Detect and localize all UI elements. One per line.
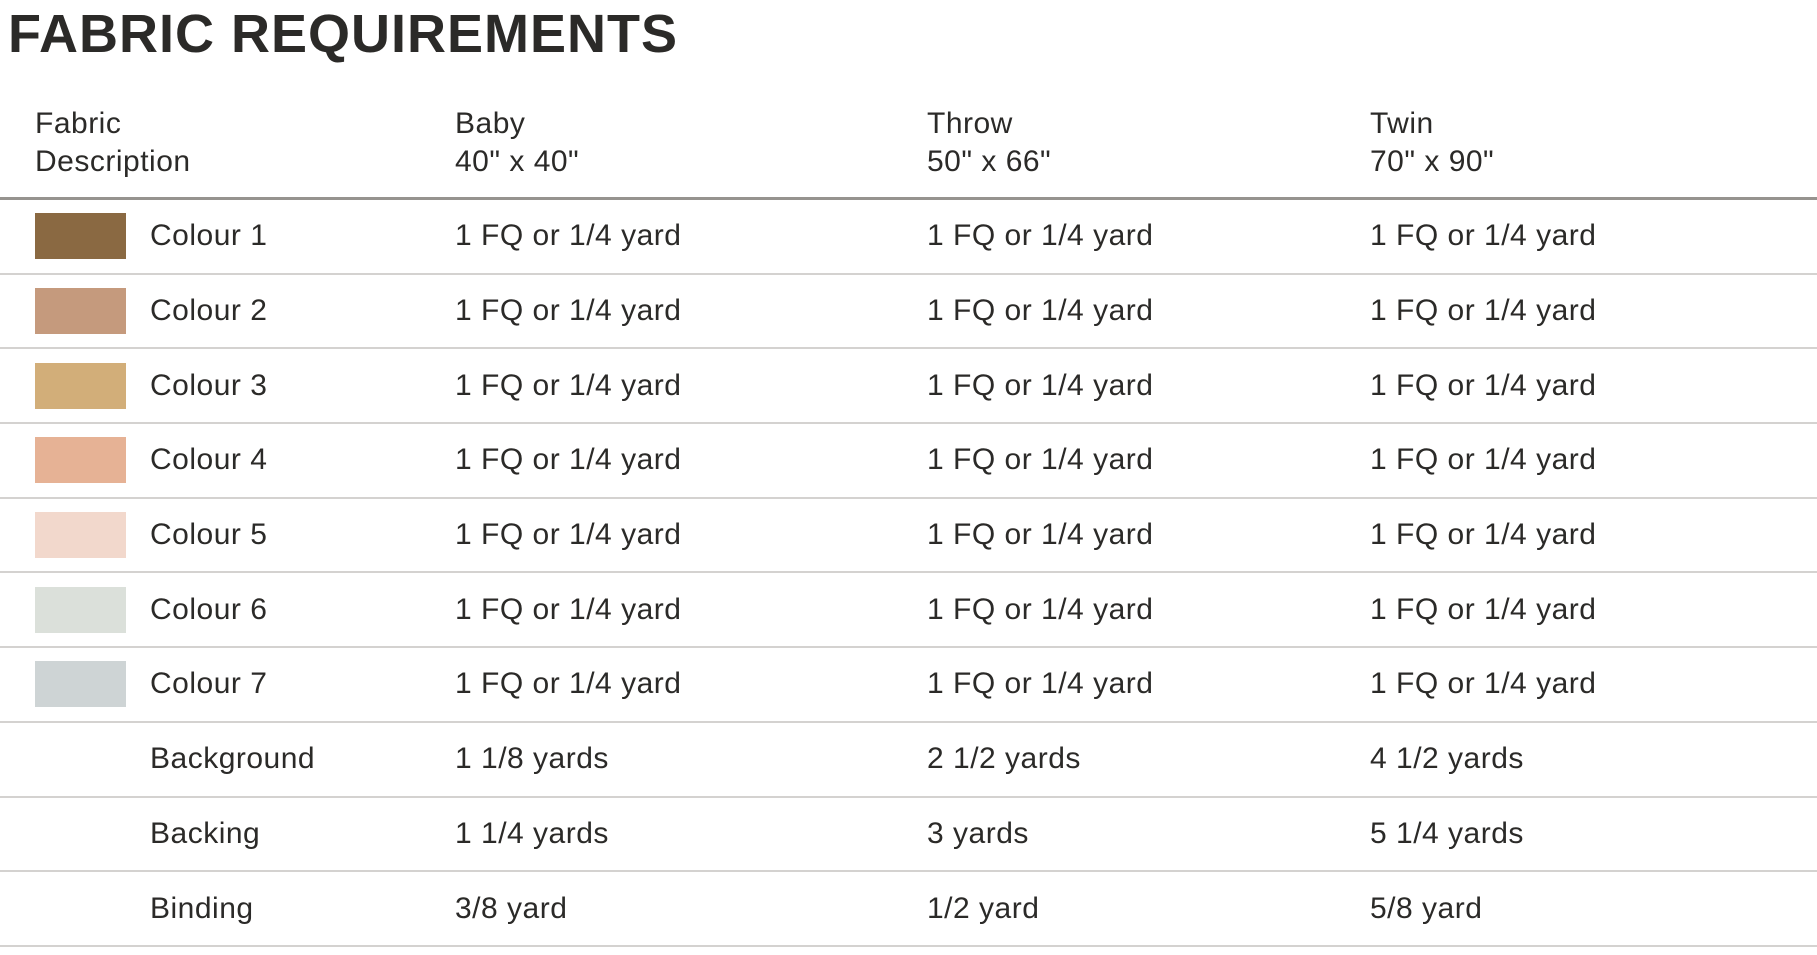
fabric-swatch (35, 213, 126, 260)
baby-requirement: 1 FQ or 1/4 yard (455, 592, 682, 626)
throw-requirement: 1 FQ or 1/4 yard (927, 518, 1154, 552)
throw-requirement: 1 FQ or 1/4 yard (927, 667, 1154, 701)
fabric-description-cell: Colour 2 (0, 288, 420, 335)
table-header-row: Fabric Description Baby 40" x 40" Throw … (0, 64, 1817, 200)
twin-requirement: 1 FQ or 1/4 yard (1370, 667, 1597, 701)
header-line: Twin (1370, 107, 1434, 140)
page-title: FABRIC REQUIREMENTS (8, 4, 679, 64)
fabric-label: Colour 5 (150, 518, 268, 552)
table-row: Colour 1 1 FQ or 1/4 yard 1 FQ or 1/4 ya… (0, 200, 1817, 275)
baby-requirement: 3/8 yard (455, 891, 568, 925)
twin-requirement: 1 FQ or 1/4 yard (1370, 219, 1597, 253)
table-row: Colour 7 1 FQ or 1/4 yard 1 FQ or 1/4 ya… (0, 648, 1817, 723)
baby-requirement: 1 FQ or 1/4 yard (455, 294, 682, 328)
throw-requirement: 1 FQ or 1/4 yard (927, 368, 1154, 402)
header-line: Baby (455, 107, 526, 140)
fabric-label: Colour 4 (150, 443, 268, 477)
baby-requirement: 1 FQ or 1/4 yard (455, 219, 682, 253)
fabric-description-cell: Colour 1 (0, 213, 420, 260)
fabric-description-cell: Colour 4 (0, 437, 420, 484)
header-cell-twin: Twin 70" x 90" (1335, 105, 1817, 181)
table-row: Colour 4 1 FQ or 1/4 yard 1 FQ or 1/4 ya… (0, 424, 1817, 499)
fabric-label: Colour 6 (150, 592, 268, 626)
table-body: Colour 1 1 FQ or 1/4 yard 1 FQ or 1/4 ya… (0, 200, 1817, 947)
table-row: Backing 1 1/4 yards 3 yards 5 1/4 yards (0, 798, 1817, 873)
fabric-description-cell: Background (0, 736, 420, 782)
fabric-swatch (35, 512, 126, 559)
baby-requirement: 1 FQ or 1/4 yard (455, 443, 682, 477)
fabric-description-cell: Colour 5 (0, 512, 420, 559)
twin-requirement: 1 FQ or 1/4 yard (1370, 368, 1597, 402)
header-line: 40" x 40" (455, 145, 580, 178)
header-line: Fabric (35, 107, 122, 140)
fabric-swatch (35, 586, 126, 633)
fabric-label: Backing (150, 816, 261, 850)
header-line: Description (35, 145, 191, 178)
baby-requirement: 1 FQ or 1/4 yard (455, 667, 682, 701)
table-row: Colour 6 1 FQ or 1/4 yard 1 FQ or 1/4 ya… (0, 573, 1817, 649)
fabric-description-cell: Binding (0, 886, 420, 932)
fabric-swatch (35, 437, 126, 484)
header-line: 50" x 66" (927, 145, 1052, 178)
twin-requirement: 4 1/2 yards (1370, 742, 1524, 776)
twin-requirement: 5/8 yard (1370, 891, 1483, 925)
fabric-swatch (35, 288, 126, 335)
twin-requirement: 5 1/4 yards (1370, 816, 1524, 850)
fabric-label: Binding (150, 891, 254, 925)
fabric-label: Colour 2 (150, 294, 268, 328)
fabric-label: Background (150, 742, 316, 776)
throw-requirement: 1 FQ or 1/4 yard (927, 219, 1154, 253)
fabric-description-cell: Colour 7 (0, 661, 420, 708)
baby-requirement: 1 FQ or 1/4 yard (455, 518, 682, 552)
fabric-description-cell: Backing (0, 811, 420, 857)
twin-requirement: 1 FQ or 1/4 yard (1370, 518, 1597, 552)
fabric-swatch (35, 362, 126, 409)
header-cell-throw: Throw 50" x 66" (892, 105, 1335, 181)
table-row: Binding 3/8 yard 1/2 yard 5/8 yard (0, 872, 1817, 947)
header-cell-baby: Baby 40" x 40" (420, 105, 892, 181)
header-line: 70" x 90" (1370, 145, 1495, 178)
throw-requirement: 1 FQ or 1/4 yard (927, 592, 1154, 626)
fabric-description-cell: Colour 3 (0, 362, 420, 409)
fabric-label: Colour 7 (150, 667, 268, 701)
header-line: Throw (927, 107, 1013, 140)
fabric-requirements-table: Fabric Description Baby 40" x 40" Throw … (0, 64, 1817, 947)
table-row: Colour 3 1 FQ or 1/4 yard 1 FQ or 1/4 ya… (0, 349, 1817, 425)
fabric-label: Colour 3 (150, 368, 268, 402)
twin-requirement: 1 FQ or 1/4 yard (1370, 592, 1597, 626)
throw-requirement: 2 1/2 yards (927, 742, 1081, 776)
twin-requirement: 1 FQ or 1/4 yard (1370, 294, 1597, 328)
throw-requirement: 3 yards (927, 816, 1029, 850)
fabric-label: Colour 1 (150, 219, 268, 253)
header-cell-fabric-description: Fabric Description (0, 105, 420, 181)
throw-requirement: 1 FQ or 1/4 yard (927, 443, 1154, 477)
fabric-swatch (35, 661, 126, 708)
baby-requirement: 1 1/8 yards (455, 742, 609, 776)
table-row: Colour 5 1 FQ or 1/4 yard 1 FQ or 1/4 ya… (0, 499, 1817, 574)
throw-requirement: 1 FQ or 1/4 yard (927, 294, 1154, 328)
baby-requirement: 1 FQ or 1/4 yard (455, 368, 682, 402)
fabric-description-cell: Colour 6 (0, 586, 420, 633)
twin-requirement: 1 FQ or 1/4 yard (1370, 443, 1597, 477)
throw-requirement: 1/2 yard (927, 891, 1040, 925)
baby-requirement: 1 1/4 yards (455, 816, 609, 850)
table-row: Colour 2 1 FQ or 1/4 yard 1 FQ or 1/4 ya… (0, 275, 1817, 350)
table-row: Background 1 1/8 yards 2 1/2 yards 4 1/2… (0, 723, 1817, 798)
